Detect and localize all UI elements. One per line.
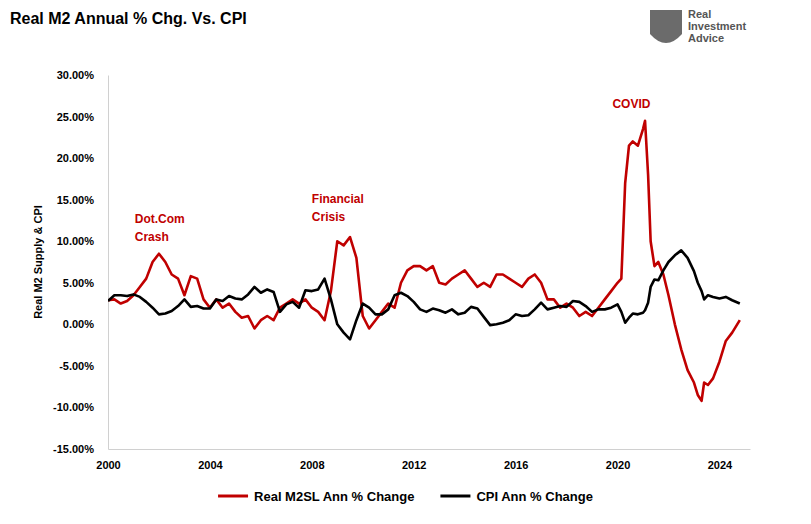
- x-tick: 2000: [96, 449, 120, 471]
- y-tick-label: 15.00%: [57, 194, 95, 206]
- x-tick: 2008: [300, 449, 324, 471]
- y-tick: -10.00%: [53, 401, 108, 413]
- x-tick-label: 2016: [504, 459, 528, 471]
- legend-swatch: [440, 495, 470, 498]
- y-axis: -15.00% -10.00% -5.00% 0.00% 5.00% 10.00% 15.0…: [53, 69, 108, 455]
- x-tick: 2016: [504, 449, 528, 471]
- y-tick: 15.00%: [57, 194, 108, 206]
- x-tick: 2012: [402, 449, 426, 471]
- y-tick-label: -10.00%: [53, 401, 94, 413]
- logo: RealInvestmentAdvice: [650, 8, 746, 44]
- y-tick-label: 10.00%: [57, 235, 95, 247]
- y-tick-label: -5.00%: [59, 360, 94, 372]
- x-tick-label: 2008: [300, 459, 324, 471]
- x-tick-label: 2000: [96, 459, 120, 471]
- series-line: [108, 250, 740, 339]
- title: Real M2 Annual % Chg. Vs. CPI: [10, 10, 247, 27]
- plot-area: [108, 121, 740, 401]
- annotation: Dot.ComCrash: [135, 212, 185, 244]
- y-tick: 10.00%: [57, 235, 108, 247]
- y-tick-label: 30.00%: [57, 69, 95, 81]
- legend-label: Real M2SL Ann % Change: [254, 489, 414, 504]
- x-tick-label: 2004: [198, 459, 223, 471]
- legend-label: CPI Ann % Change: [476, 489, 593, 504]
- y-axis-title: Real M2 Supply & CPI: [32, 205, 44, 319]
- legend: Real M2SL Ann % Change CPI Ann % Change: [218, 489, 593, 504]
- x-axis: 2000 2004 2008 2012 2016 2020 2024: [96, 449, 750, 471]
- x-tick-label: 2024: [708, 459, 733, 471]
- annotations: Dot.ComCrash FinancialCrisis COVID: [135, 97, 651, 244]
- series-line: [108, 121, 740, 401]
- y-tick: 25.00%: [57, 111, 108, 123]
- y-tick: -5.00%: [59, 360, 108, 372]
- x-tick: 2024: [708, 449, 733, 471]
- annotation: COVID: [612, 97, 650, 111]
- y-axis-line: [108, 76, 109, 450]
- x-tick: 2004: [198, 449, 223, 471]
- watermark: RealInvestmentAdvice: [688, 8, 746, 44]
- y-tick: 5.00%: [63, 277, 108, 289]
- x-tick: 2020: [606, 449, 630, 471]
- x-axis-line: [109, 449, 751, 450]
- y-tick: -15.00%: [53, 443, 108, 455]
- y-tick: 20.00%: [57, 152, 108, 164]
- y-tick: 0.00%: [63, 318, 108, 330]
- chart: Real M2 Annual % Chg. Vs. CPI RealInvestm…: [0, 0, 811, 524]
- y-tick-label: 5.00%: [63, 277, 94, 289]
- y-tick-label: -15.00%: [53, 443, 94, 455]
- y-tick: 30.00%: [57, 69, 108, 81]
- annotation: FinancialCrisis: [312, 192, 364, 224]
- legend-swatch: [218, 495, 248, 498]
- logo-shield: [650, 10, 682, 43]
- legend-item: Real M2SL Ann % Change: [218, 489, 414, 504]
- y-tick-label: 25.00%: [57, 111, 95, 123]
- y-tick-label: 0.00%: [63, 318, 94, 330]
- x-tick-label: 2012: [402, 459, 426, 471]
- x-tick-label: 2020: [606, 459, 630, 471]
- y-tick-label: 20.00%: [57, 152, 95, 164]
- legend-item: CPI Ann % Change: [440, 489, 593, 504]
